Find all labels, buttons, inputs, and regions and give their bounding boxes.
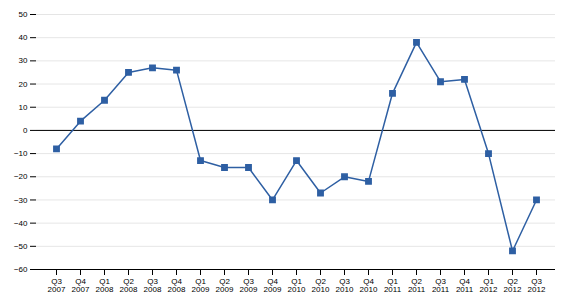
svg-text:Q32007: Q32007 bbox=[48, 277, 66, 294]
svg-text:Q42010: Q42010 bbox=[360, 277, 378, 294]
svg-text:0: 0 bbox=[23, 126, 28, 135]
svg-text:Q12009: Q12009 bbox=[192, 277, 210, 294]
svg-text:−50: −50 bbox=[14, 242, 28, 251]
svg-text:Q32008: Q32008 bbox=[144, 277, 162, 294]
svg-text:−40: −40 bbox=[14, 219, 28, 228]
svg-text:Q32010: Q32010 bbox=[336, 277, 354, 294]
svg-text:Q22008: Q22008 bbox=[120, 277, 138, 294]
svg-text:Q32009: Q32009 bbox=[240, 277, 258, 294]
svg-text:Q12012: Q12012 bbox=[480, 277, 498, 294]
svg-text:−20: −20 bbox=[14, 172, 28, 181]
svg-text:−60: −60 bbox=[14, 265, 28, 274]
svg-text:−10: −10 bbox=[14, 149, 28, 158]
svg-text:Q22010: Q22010 bbox=[312, 277, 330, 294]
svg-text:Q42008: Q42008 bbox=[168, 277, 186, 294]
svg-text:Q12008: Q12008 bbox=[96, 277, 114, 294]
svg-text:Q22012: Q22012 bbox=[504, 277, 522, 294]
svg-text:Q12011: Q12011 bbox=[384, 277, 402, 294]
svg-text:Q32012: Q32012 bbox=[528, 277, 546, 294]
svg-text:−30: −30 bbox=[14, 196, 28, 205]
svg-text:10: 10 bbox=[19, 103, 28, 112]
svg-text:20: 20 bbox=[19, 80, 28, 89]
svg-text:Q42007: Q42007 bbox=[72, 277, 90, 294]
svg-text:50: 50 bbox=[19, 10, 28, 19]
svg-text:30: 30 bbox=[19, 56, 28, 65]
svg-text:Q42011: Q42011 bbox=[456, 277, 474, 294]
svg-text:40: 40 bbox=[19, 33, 28, 42]
svg-text:Q22009: Q22009 bbox=[216, 277, 234, 294]
svg-text:Q12010: Q12010 bbox=[288, 277, 306, 294]
svg-text:Q32011: Q32011 bbox=[432, 277, 450, 294]
svg-text:Q22011: Q22011 bbox=[408, 277, 426, 294]
svg-text:Q42009: Q42009 bbox=[264, 277, 282, 294]
